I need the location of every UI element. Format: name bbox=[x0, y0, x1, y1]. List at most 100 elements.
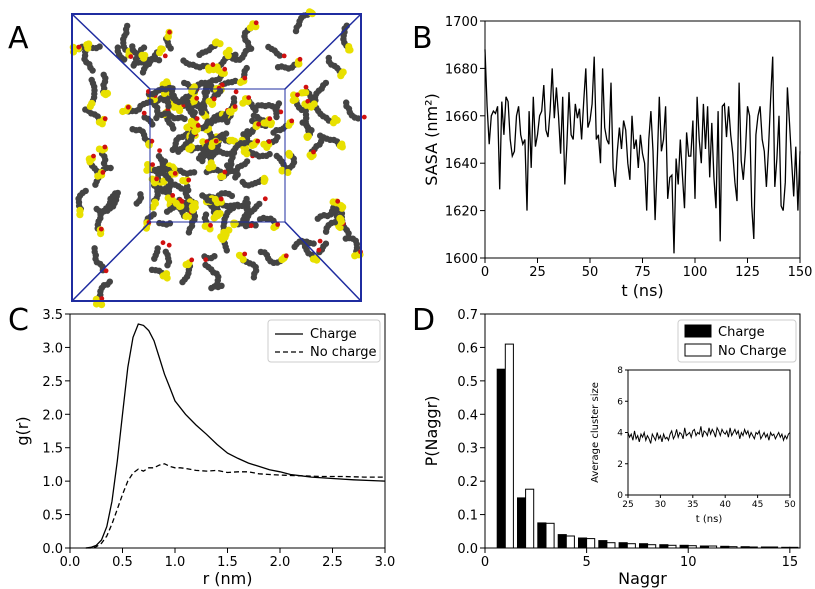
inset-x-axis-label: t (ns) bbox=[696, 514, 723, 525]
x-tick-label: 3.0 bbox=[375, 555, 396, 570]
sulfur-atom bbox=[331, 114, 339, 123]
sulfur-atom bbox=[184, 261, 192, 269]
sulfur-atom bbox=[151, 198, 159, 206]
x-tick-label: 25 bbox=[622, 500, 633, 510]
y-tick-label: 8 bbox=[617, 366, 623, 376]
carbon-atom bbox=[155, 153, 163, 160]
oxygen-atom bbox=[255, 138, 261, 144]
x-tick-label: 40 bbox=[719, 500, 731, 510]
sulfur-atom bbox=[304, 132, 312, 140]
sulfur-atom bbox=[244, 98, 252, 106]
y-tick-label: 0.7 bbox=[457, 308, 478, 323]
simulation-box-image bbox=[69, 8, 367, 309]
oxygen-atom bbox=[335, 198, 341, 204]
carbon-atom bbox=[331, 219, 339, 226]
sulfur-atom bbox=[252, 23, 260, 31]
bar-no-charge bbox=[504, 343, 514, 549]
oxygen-atom bbox=[361, 114, 367, 120]
sulfur-atom bbox=[168, 196, 177, 204]
x-tick-label: 125 bbox=[735, 265, 760, 280]
oxygen-atom bbox=[233, 89, 239, 95]
box-diagonal-edge bbox=[284, 13, 362, 90]
oxygen-atom bbox=[157, 148, 163, 154]
bar-charge bbox=[496, 368, 506, 549]
box-frame bbox=[71, 13, 362, 302]
bar-no-charge bbox=[789, 546, 799, 549]
oxygen-atom bbox=[160, 240, 166, 246]
sulfur-atom bbox=[199, 138, 207, 146]
x-tick-label: 1.5 bbox=[217, 555, 238, 570]
rdf-chart: 0.0 0.5 1.0 1.5 2.0 2.5 3.0 0.0 0.5 1.0 1.5 2.0 2.5 3… bbox=[13, 308, 395, 588]
bar-charge bbox=[639, 543, 649, 549]
oxygen-atom bbox=[281, 53, 287, 59]
x-tick-label: 5 bbox=[582, 555, 590, 570]
sulfur-atom bbox=[216, 40, 224, 48]
box-diagonal-edge bbox=[71, 13, 151, 90]
y-axis-label: g(r) bbox=[13, 416, 32, 445]
sulfur-atom bbox=[240, 148, 248, 156]
y-tick-label: 4 bbox=[617, 429, 623, 439]
sulfur-atom bbox=[278, 167, 286, 175]
bar-no-charge bbox=[708, 545, 718, 549]
carbon-atom bbox=[121, 56, 128, 63]
sasa-chart: 0 25 50 75 100 125 150 1600 1620 1640 1660 1680 1700… bbox=[422, 15, 812, 300]
y-tick-label: 6 bbox=[617, 397, 623, 407]
panel-letter-b: B bbox=[412, 21, 433, 56]
oxygen-atom bbox=[170, 193, 176, 198]
sulfur-atom bbox=[291, 95, 300, 104]
oxygen-atom bbox=[154, 176, 160, 182]
x-axis-label: t (ns) bbox=[621, 281, 663, 300]
carbon-atom bbox=[310, 240, 317, 247]
oxygen-atom bbox=[102, 116, 108, 122]
oxygen-atom bbox=[149, 138, 155, 144]
oxygen-atom bbox=[232, 104, 238, 109]
bar-charge bbox=[557, 534, 567, 549]
sulfur-atom bbox=[284, 168, 292, 177]
y-tick-label: 0.6 bbox=[457, 341, 478, 356]
y-tick-label: 0 bbox=[617, 491, 623, 501]
oxygen-atom bbox=[317, 238, 323, 244]
carbon-atom bbox=[256, 200, 263, 208]
aggregate-distribution-chart: 0 5 10 15 0.0 0.1 0.2 0.3 0.4 0.5 0.6 0.7 Naggr P(Nag… bbox=[422, 308, 801, 588]
oxygen-atom bbox=[266, 139, 272, 145]
sulfur-atom bbox=[164, 33, 172, 41]
y-tick-label: 1.5 bbox=[42, 442, 63, 457]
x-tick-label: 50 bbox=[784, 500, 796, 510]
oxygen-atom bbox=[278, 109, 284, 115]
legend-swatch-0 bbox=[684, 324, 712, 338]
box-diagonal-edge bbox=[284, 221, 362, 302]
sulfur-atom bbox=[187, 143, 196, 151]
inset-chart: 25 30 35 40 45 50 0 2 4 6 8 t (ns) Average cluster s… bbox=[590, 366, 796, 525]
sulfur-atom bbox=[143, 166, 151, 174]
sulfur-atom bbox=[339, 203, 347, 211]
oxygen-atom bbox=[253, 20, 259, 26]
oxygen-atom bbox=[125, 104, 131, 110]
carbon-atom bbox=[230, 95, 238, 102]
sulfur-atom bbox=[226, 136, 234, 144]
sulfur-atom bbox=[214, 212, 222, 220]
oxygen-atom bbox=[150, 162, 156, 168]
oxygen-atom bbox=[162, 53, 168, 59]
legend-label-1: No Charge bbox=[718, 344, 786, 359]
x-tick-label: 150 bbox=[788, 265, 813, 280]
carbon-atom bbox=[133, 200, 140, 207]
y-tick-label: 0.0 bbox=[42, 542, 63, 557]
x-tick-label: 15 bbox=[782, 555, 799, 570]
bar-charge bbox=[699, 545, 710, 549]
sulfur-atom bbox=[219, 172, 227, 181]
sulfur-atom bbox=[97, 230, 105, 238]
legend-swatch-1 bbox=[684, 343, 712, 357]
oxygen-atom bbox=[246, 95, 252, 100]
y-tick-label: 0.0 bbox=[457, 542, 478, 557]
x-tick-label: 2.0 bbox=[270, 555, 291, 570]
y-tick-label: 0.5 bbox=[42, 509, 63, 524]
bar-no-charge bbox=[769, 546, 779, 549]
oxygen-atom bbox=[91, 153, 96, 159]
sulfur-atom bbox=[103, 89, 112, 97]
sulfur-atom bbox=[260, 140, 268, 148]
bar-charge bbox=[578, 537, 588, 549]
oxygen-atom bbox=[194, 95, 200, 101]
legend: Charge No Charge bbox=[677, 319, 797, 363]
box-inner-edge bbox=[149, 88, 286, 223]
